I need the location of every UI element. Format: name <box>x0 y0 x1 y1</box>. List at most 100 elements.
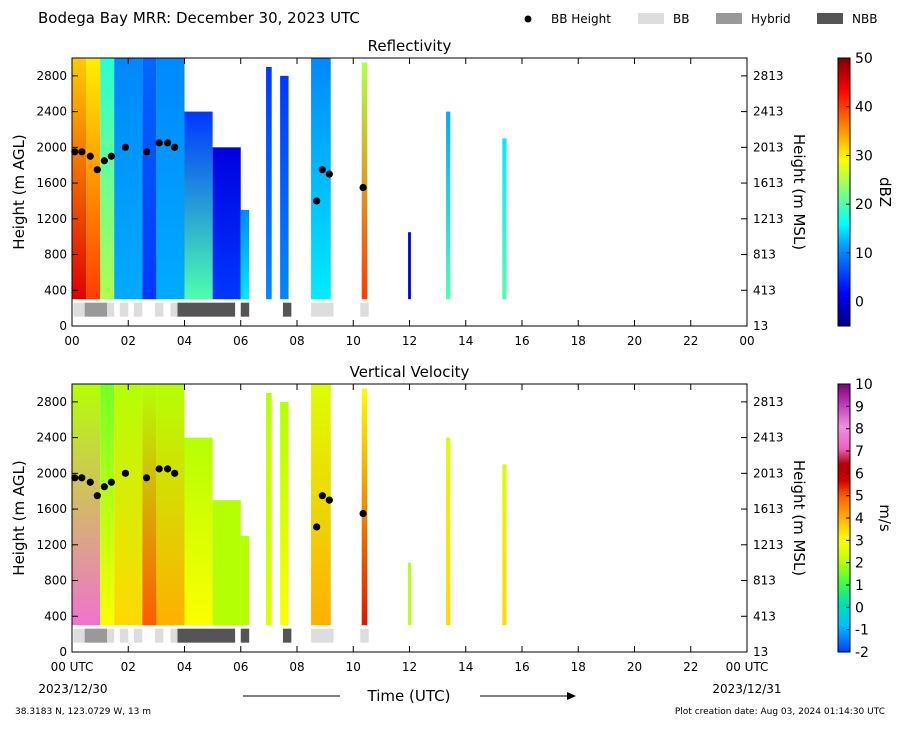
y-right-tick-label: 2413 <box>753 105 784 119</box>
data-column <box>72 384 101 626</box>
legend-item-hybrid: Hybrid <box>716 12 791 26</box>
x-tick-label: 14 <box>458 660 473 674</box>
legend: BB Height BB Hybrid NBB <box>524 12 877 26</box>
y-tick-label: 800 <box>44 574 67 588</box>
x-tick-label: 02 <box>121 660 136 674</box>
x-tick-label: 14 <box>458 334 473 348</box>
bb-height-point <box>313 523 321 531</box>
colorbar-tick-label: 5 <box>855 489 864 505</box>
bb-height-point <box>325 496 333 504</box>
legend-item-bb: BB <box>638 12 689 26</box>
colorbar-tick-label: -1 <box>855 623 869 639</box>
legend-label: BB Height <box>551 12 611 26</box>
y-right-tick-label: 413 <box>753 609 776 623</box>
x-tick-label: 16 <box>514 660 529 674</box>
bb-height-points <box>71 139 367 205</box>
y-tick-label: 2000 <box>36 140 67 154</box>
bb-height-point <box>313 197 321 205</box>
y-tick-label: 1600 <box>36 176 67 190</box>
colorbar-tick-label: 30 <box>855 148 873 164</box>
x-axis-ticks: 00 02 04 06 08 10 12 14 16 18 20 22 00 <box>64 58 755 348</box>
bb-type-segment <box>119 628 129 643</box>
bb-type-segment <box>240 628 250 643</box>
x-tick-label: 18 <box>571 334 586 348</box>
bb-type-segment <box>360 302 369 317</box>
x-tick-label: 22 <box>683 660 698 674</box>
data-columns <box>72 384 507 626</box>
x-tick-label: 20 <box>627 334 642 348</box>
data-column <box>446 437 451 626</box>
y-tick-label: 2800 <box>36 69 67 83</box>
data-column <box>408 562 411 626</box>
date-end: 2023/12/31 <box>712 682 781 696</box>
bb-type-segment <box>73 628 85 643</box>
bb-height-point <box>318 166 326 174</box>
bb-height-point <box>171 469 179 477</box>
data-column <box>142 58 157 300</box>
y-right-tick-label: 813 <box>753 574 776 588</box>
y-tick-label: 0 <box>59 645 67 659</box>
panel-title: Reflectivity <box>368 37 452 55</box>
data-column <box>184 111 213 300</box>
bb-type-segment <box>107 302 115 317</box>
y-right-tick-label: 13 <box>753 645 768 659</box>
bb-type-segment <box>282 628 292 643</box>
data-column <box>240 535 250 626</box>
data-column <box>142 384 157 626</box>
y-right-tick-label: 13 <box>753 319 768 333</box>
y-right-tick-label: 2413 <box>753 431 784 445</box>
colorbar-label: m/s <box>876 504 894 532</box>
station-location: 38.3183 N, 123.0729 W, 13 m <box>15 707 151 717</box>
bb-height-point <box>359 183 367 192</box>
bb-type-segment <box>154 302 164 317</box>
data-column <box>212 500 241 626</box>
bb-type-segment <box>170 628 178 643</box>
data-columns <box>72 58 507 300</box>
data-column <box>361 62 368 300</box>
legend-swatch-icon <box>817 13 843 24</box>
x-tick-label: 04 <box>177 334 192 348</box>
bb-height-point <box>86 152 94 160</box>
bb-height-point <box>107 152 115 160</box>
y-tick-label: 400 <box>44 609 67 623</box>
bb-height-point <box>78 474 86 482</box>
y-right-tick-label: 1613 <box>753 176 784 190</box>
bb-type-segment <box>282 302 292 317</box>
data-column <box>100 384 115 626</box>
bb-height-point <box>100 157 108 165</box>
y-tick-label: 400 <box>44 283 67 297</box>
data-column <box>408 232 411 300</box>
colorbar-tick-label: 50 <box>855 51 873 67</box>
bb-height-point <box>71 148 79 156</box>
x-tick-label: 18 <box>571 660 586 674</box>
bb-type-segment <box>84 302 108 317</box>
bb-type-segment <box>107 628 115 643</box>
x-tick-label: 16 <box>514 334 529 348</box>
data-column <box>280 75 289 300</box>
data-column <box>266 392 272 626</box>
data-column <box>156 58 185 300</box>
bb-height-points <box>71 465 367 531</box>
bb-type-bar <box>73 628 369 643</box>
y-tick-label: 800 <box>44 248 67 262</box>
colorbar-tick-label: 8 <box>855 422 864 438</box>
bb-type-segment <box>73 302 85 317</box>
data-column <box>311 58 331 300</box>
figure-title: Bodega Bay MRR: December 30, 2023 UTC <box>38 9 360 27</box>
y-tick-label: 1600 <box>36 502 67 516</box>
y-tick-label: 2000 <box>36 466 67 480</box>
colorbar-tick-label: 0 <box>855 600 864 616</box>
bb-height-point <box>171 143 179 151</box>
legend-item-nbb: NBB <box>817 12 877 26</box>
y-right-tick-label: 413 <box>753 283 776 297</box>
colorbar-tick-label: 40 <box>855 100 873 116</box>
colorbar-tick-label: 2 <box>855 556 864 572</box>
date-start: 2023/12/30 <box>38 682 107 696</box>
colorbar-label: dBZ <box>876 177 894 207</box>
colorbar-tick-label: 10 <box>855 377 873 393</box>
bb-type-segment <box>133 302 143 317</box>
colorbar: -2 -1 0 1 2 3 4 5 6 7 8 9 10 m/s <box>837 377 894 661</box>
colorbar-gradient <box>837 57 851 327</box>
